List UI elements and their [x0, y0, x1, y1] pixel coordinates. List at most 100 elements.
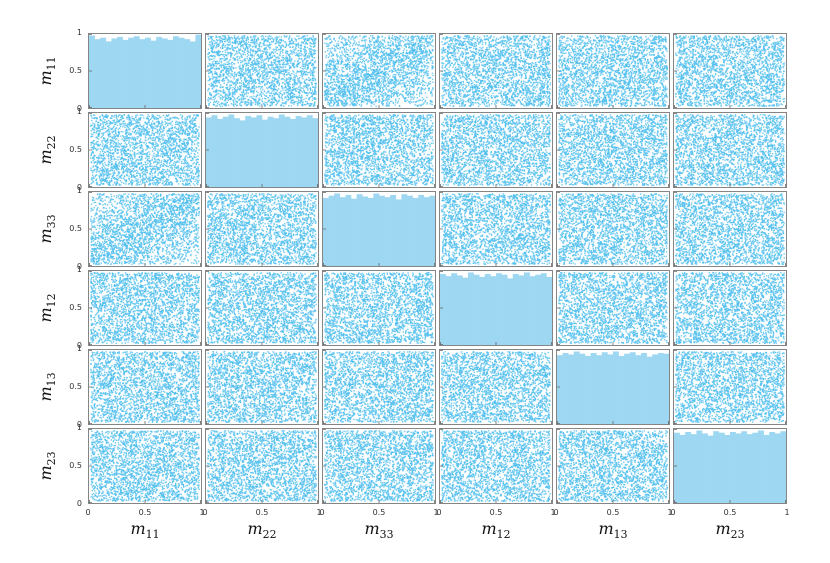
x-tick-label-m12-1: 1 — [550, 508, 556, 517]
y-tick-label-m33-0.5: 0.5 — [69, 224, 82, 233]
y-tick-label-m23-0.5: 0.5 — [69, 461, 82, 470]
panel-m22-vs-m33 — [322, 112, 436, 188]
y-tick-label-m22-1: 1 — [76, 107, 82, 116]
row-label-m22: m22 — [35, 135, 59, 165]
x-tick-label-m22-1: 1 — [316, 508, 322, 517]
scatter-m33-vs-m12 — [440, 192, 552, 266]
scatter-m23-vs-m33 — [323, 429, 435, 503]
scatter-m13-vs-m11 — [89, 350, 201, 424]
x-tick-label-m13-0.5: 0.5 — [606, 508, 620, 517]
panel-m22-vs-m12 — [439, 112, 553, 188]
scatter-m12-vs-m13 — [557, 271, 669, 345]
scatter-m11-vs-m22 — [206, 34, 318, 108]
scatter-m11-vs-m13 — [557, 34, 669, 108]
panel-m11-vs-m11 — [88, 33, 202, 109]
panel-m22-vs-m23 — [673, 112, 787, 188]
panel-m12-vs-m12 — [439, 270, 553, 346]
col-label-m33: m33 — [364, 518, 394, 542]
panel-m11-vs-m12 — [439, 33, 553, 109]
panel-m23-vs-m11 — [88, 428, 202, 504]
col-label-m13: m13 — [598, 518, 628, 542]
scatter-m22-vs-m33 — [323, 113, 435, 187]
panel-m13-vs-m23 — [673, 349, 787, 425]
panel-m23-vs-m23 — [673, 428, 787, 504]
scatter-m12-vs-m33 — [323, 271, 435, 345]
panel-m33-vs-m13 — [556, 191, 670, 267]
panel-m23-vs-m13 — [556, 428, 670, 504]
panel-m33-vs-m22 — [205, 191, 319, 267]
scatter-m12-vs-m22 — [206, 271, 318, 345]
x-tick-label-m13-0: 0 — [553, 508, 559, 517]
scatter-m11-vs-m33 — [323, 34, 435, 108]
panel-m22-vs-m11 — [88, 112, 202, 188]
panel-m13-vs-m33 — [322, 349, 436, 425]
panel-m22-vs-m22 — [205, 112, 319, 188]
scatter-m33-vs-m23 — [674, 192, 786, 266]
scatter-m12-vs-m11 — [89, 271, 201, 345]
y-tick-label-m11-1: 1 — [76, 28, 82, 37]
histogram-m23 — [674, 429, 786, 503]
panel-m12-vs-m22 — [205, 270, 319, 346]
x-tick-label-m23-1: 1 — [784, 508, 790, 517]
x-tick-label-m33-0: 0 — [319, 508, 325, 517]
panel-m12-vs-m33 — [322, 270, 436, 346]
x-tick-label-m33-0.5: 0.5 — [372, 508, 386, 517]
panel-m33-vs-m33 — [322, 191, 436, 267]
col-label-m11: m11 — [130, 518, 160, 542]
scatter-m22-vs-m13 — [557, 113, 669, 187]
panel-m13-vs-m12 — [439, 349, 553, 425]
panel-m13-vs-m13 — [556, 349, 670, 425]
x-tick-label-m12-0: 0 — [436, 508, 442, 517]
x-tick-label-m23-0: 0 — [670, 508, 676, 517]
y-tick-label-m22-0.5: 0.5 — [69, 145, 82, 154]
panel-m23-vs-m22 — [205, 428, 319, 504]
y-tick-label-m12-1: 1 — [76, 265, 82, 274]
scatter-m23-vs-m12 — [440, 429, 552, 503]
panel-m23-vs-m33 — [322, 428, 436, 504]
scatter-m22-vs-m11 — [89, 113, 201, 187]
scatter-m13-vs-m22 — [206, 350, 318, 424]
col-label-m12: m12 — [481, 518, 511, 542]
x-tick-label-m11-0: 0 — [85, 508, 91, 517]
scatter-m23-vs-m11 — [89, 429, 201, 503]
panel-m12-vs-m11 — [88, 270, 202, 346]
y-tick-label-m11-0.5: 0.5 — [69, 66, 82, 75]
col-label-m23: m23 — [715, 518, 745, 542]
y-tick-label-m33-1: 1 — [76, 186, 82, 195]
panel-m13-vs-m11 — [88, 349, 202, 425]
panel-m11-vs-m13 — [556, 33, 670, 109]
y-tick-label-m12-0: 0 — [76, 341, 82, 350]
histogram-m11 — [89, 34, 201, 108]
scatter-m23-vs-m22 — [206, 429, 318, 503]
scatter-m33-vs-m13 — [557, 192, 669, 266]
row-label-m12: m12 — [35, 293, 59, 323]
scatter-m33-vs-m22 — [206, 192, 318, 266]
scatter-m13-vs-m23 — [674, 350, 786, 424]
y-tick-label-m23-0: 0 — [76, 499, 82, 508]
x-tick-label-m22-0: 0 — [202, 508, 208, 517]
x-tick-label-m33-1: 1 — [433, 508, 439, 517]
x-tick-label-m11-0.5: 0.5 — [138, 508, 152, 517]
scatter-m11-vs-m23 — [674, 34, 786, 108]
x-tick-label-m13-1: 1 — [667, 508, 673, 517]
panel-m11-vs-m22 — [205, 33, 319, 109]
x-tick-label-m12-0.5: 0.5 — [489, 508, 503, 517]
histogram-m22 — [206, 113, 318, 187]
y-tick-label-m22-0: 0 — [76, 183, 82, 192]
row-label-m13: m13 — [35, 372, 59, 402]
histogram-m12 — [440, 271, 552, 345]
row-label-m33: m33 — [35, 214, 59, 244]
scatter-m22-vs-m23 — [674, 113, 786, 187]
scatter-m33-vs-m11 — [89, 192, 201, 266]
panel-m23-vs-m12 — [439, 428, 553, 504]
x-tick-label-m11-1: 1 — [199, 508, 205, 517]
panel-m12-vs-m23 — [673, 270, 787, 346]
panel-m33-vs-m11 — [88, 191, 202, 267]
y-tick-label-m13-0: 0 — [76, 420, 82, 429]
histogram-m13 — [557, 350, 669, 424]
scatter-m11-vs-m12 — [440, 34, 552, 108]
scatter-m12-vs-m23 — [674, 271, 786, 345]
panel-m22-vs-m13 — [556, 112, 670, 188]
y-tick-label-m33-0: 0 — [76, 262, 82, 271]
